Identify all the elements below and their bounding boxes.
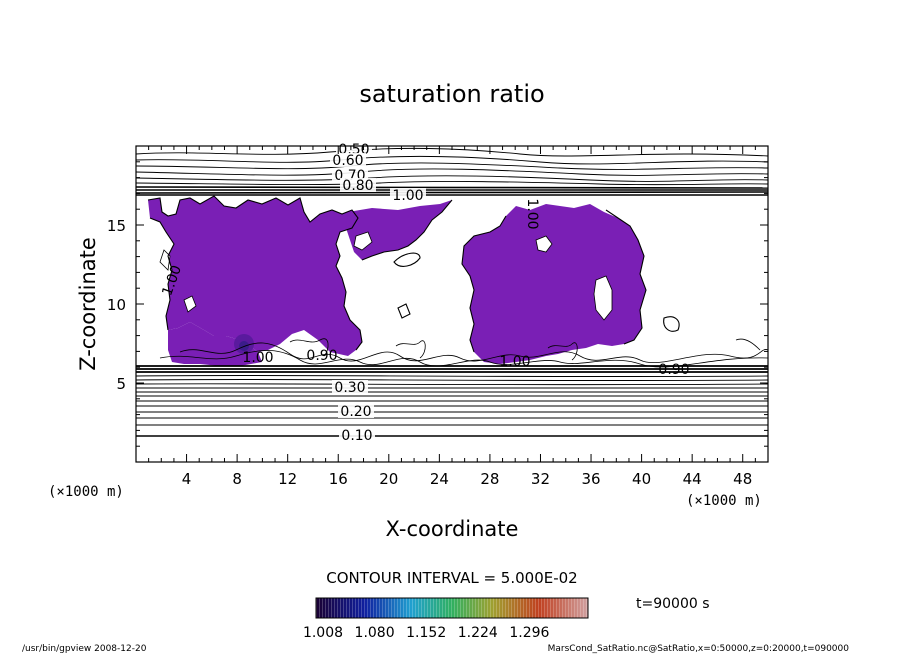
chart-title: saturation ratio	[359, 80, 544, 108]
contour-label: 0.60	[332, 153, 363, 169]
contour-line	[136, 370, 768, 374]
upper-contours	[136, 147, 768, 186]
contour-label: 0.20	[340, 404, 371, 420]
x-tick-label: 36	[581, 470, 600, 488]
y-axis-ticks: 5 10 15	[107, 145, 768, 463]
colorbar-tick-label: 1.152	[406, 625, 446, 641]
contour-line	[136, 367, 768, 371]
x-unit-label-left: (×1000 m)	[48, 484, 124, 500]
contour-line	[361, 199, 453, 261]
contour-label-bg	[330, 153, 366, 167]
hole	[183, 295, 197, 313]
contour-line	[136, 162, 768, 170]
contour-label-bg	[332, 380, 368, 394]
contour-line	[735, 338, 761, 351]
contour-line	[136, 383, 768, 386]
x-tick-label: 4	[182, 470, 192, 488]
y-tick-label: 10	[107, 296, 126, 314]
saturation-boundary	[147, 195, 680, 353]
x-tick-label: 8	[232, 470, 242, 488]
x-tick-label: 24	[430, 470, 449, 488]
colorbar-tick-label: 1.008	[303, 625, 343, 641]
contour-label-bg	[390, 188, 426, 202]
contour-label-bg	[338, 404, 374, 418]
contour-line	[136, 378, 768, 382]
contour-label: 1.00	[242, 350, 273, 366]
colorbar: 1.008 1.080 1.152 1.224 1.296	[303, 597, 589, 641]
x-tick-label: 32	[531, 470, 550, 488]
contour-label: 0.10	[341, 428, 372, 444]
y-axis-label: Z-coordinate	[76, 237, 100, 371]
contour-line	[136, 191, 768, 194]
contour-line	[149, 217, 175, 331]
contour-line	[136, 186, 768, 189]
contour-label-bg	[340, 178, 376, 192]
cloud-base-dense	[136, 364, 768, 374]
contour-line	[393, 252, 421, 267]
colorbar-tick-label: 1.296	[509, 625, 549, 641]
y-tick-label: 15	[107, 217, 126, 235]
contour-label-bg	[339, 428, 375, 442]
contour-line	[289, 338, 329, 357]
colorbar-ticks: 1.008 1.080 1.152 1.224 1.296	[303, 625, 550, 641]
contour-label: 0.80	[342, 178, 373, 194]
cloud-base-contours	[159, 338, 768, 368]
colorbar-frame	[315, 597, 589, 619]
contour-label: 1.00	[392, 188, 423, 204]
unsaturated-holes	[159, 231, 613, 321]
supersaturation-shading	[148, 196, 646, 366]
hole	[535, 235, 553, 253]
contour-label: 0.30	[334, 380, 365, 396]
contour-line	[147, 195, 363, 351]
x-tick-label: 12	[278, 470, 297, 488]
x-tick-label: 28	[480, 470, 499, 488]
x-tick-label: 40	[632, 470, 651, 488]
contour-line	[136, 155, 768, 165]
shaded-region-right	[462, 204, 646, 364]
contour-line	[605, 209, 647, 345]
x-axis-ticks: 4 8 12 16 20 24 28 32 36 40 44 48	[135, 146, 769, 488]
contour-line	[136, 374, 768, 378]
contour-line	[395, 340, 426, 359]
x-tick-label: 20	[379, 470, 398, 488]
contour-line	[136, 175, 768, 182]
colorbar-tick-label: 1.080	[355, 625, 395, 641]
x-axis-label: X-coordinate	[386, 517, 519, 541]
contour-line	[663, 316, 680, 332]
time-label: t=90000 s	[636, 596, 710, 612]
contour-line	[461, 215, 507, 353]
shaded-core	[239, 341, 249, 351]
contour-line	[136, 181, 768, 186]
plot-area	[136, 146, 768, 462]
colorbar-hatch	[316, 598, 588, 618]
contour-label: 1.00	[524, 198, 540, 229]
contour-label: 0.90	[306, 348, 337, 364]
footer-right: MarsCond_SatRatio.nc@SatRatio,x=0:50000,…	[548, 644, 850, 654]
y-tick-label: 5	[116, 375, 126, 393]
shaded-region-left	[148, 196, 362, 356]
contour-line	[397, 303, 411, 319]
contour-label: 1.00	[499, 354, 530, 370]
contour-line	[547, 342, 578, 361]
contour-line	[136, 147, 768, 157]
contour-line	[179, 342, 768, 364]
upper-dense-contours	[136, 186, 768, 196]
colorbar-tick-label: 1.224	[458, 625, 498, 641]
hole	[353, 231, 373, 251]
hole	[593, 275, 613, 321]
x-unit-label-right: (×1000 m)	[686, 493, 762, 509]
contour-line	[159, 350, 768, 368]
hole	[159, 249, 171, 271]
x-tick-label: 48	[733, 470, 752, 488]
x-tick-label: 16	[329, 470, 348, 488]
x-tick-label: 44	[683, 470, 702, 488]
shaded-region-mid	[346, 200, 452, 260]
footer-left: /usr/bin/gpview 2008-12-20	[22, 644, 147, 654]
contour-line	[136, 168, 768, 176]
contour-interval: CONTOUR INTERVAL = 5.000E-02	[326, 569, 577, 587]
contour-label: 0.90	[658, 362, 689, 378]
